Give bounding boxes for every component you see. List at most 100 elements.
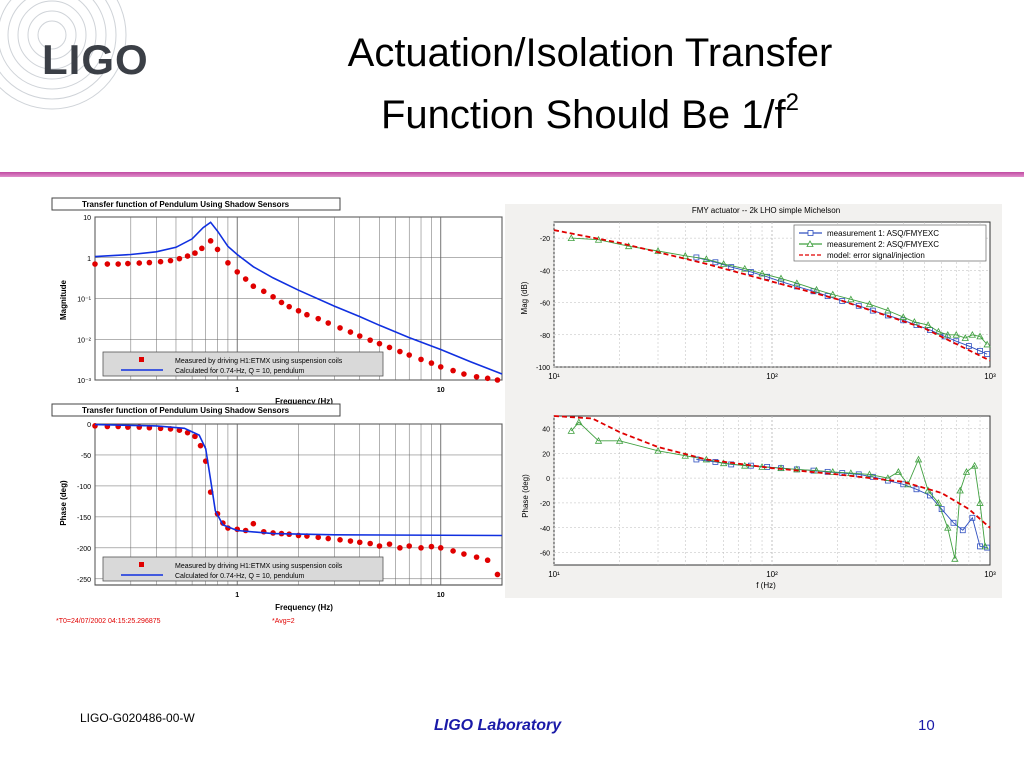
ligo-logo-rings [0,0,127,110]
data-point [167,257,174,264]
legend-label: model: error signal/injection [827,251,925,260]
data-point [693,456,700,463]
chart-left-top: Transfer function of Pendulum Using Shad… [51,197,503,406]
data-point [461,371,467,377]
y-tick-label: 0 [87,422,91,429]
data-point [977,543,983,550]
y-tick-label: -40 [540,268,550,275]
y-tick-label: -20 [540,501,550,508]
data-point [437,545,444,551]
data-point [473,373,480,380]
note-t0: *T0=24/07/2002 04:15:25.296875 [56,618,161,625]
data-point [146,259,153,266]
chart-right-top: FMY actuator -- 2k LHO simple Michelson … [520,206,996,381]
data-point [913,486,920,493]
chart-right-bottom: Phase (deg) f (Hz) 40 20 0 -20 -40 -60 10¹ 10² 1… [521,415,996,590]
y-tick-label: -150 [77,515,91,522]
data-point [899,313,907,320]
data-point [484,557,491,564]
data-point [325,320,332,326]
data-point [347,329,354,335]
data-point [758,269,766,277]
data-point [962,468,971,475]
x-tick-label: 10¹ [548,570,560,579]
data-point [406,543,413,549]
data-point [567,234,575,242]
data-point [900,481,907,488]
data-point [976,332,984,340]
data-point [367,540,373,547]
data-point [494,377,501,383]
data-point [951,554,959,562]
data-point [92,261,98,267]
y-tick-label: -100 [536,365,550,372]
data-point [812,466,821,474]
data-point [337,325,343,331]
title-superscript: 2 [785,89,800,116]
data-point [207,238,214,244]
data-point [575,418,583,426]
chart-title-box [51,403,341,417]
title-divider [0,172,1024,177]
data-point [197,442,204,449]
data-point [681,451,689,459]
data-point [594,436,603,444]
data-point [900,317,907,324]
y-tick-label: -20 [540,236,550,243]
x-tick-label: 10 [437,387,445,394]
y-tick-label: -50 [81,453,91,460]
data-point [176,255,183,262]
legend-marker [806,240,814,247]
data-point [242,276,249,282]
data-point [337,536,343,543]
data-point [428,543,435,550]
legend-label: Measured by driving H1:ETMX using suspen… [175,358,343,365]
x-tick-label: 10³ [984,372,996,381]
legend [793,224,987,262]
legend-label: Calculated for 0.74-Hz, Q = 10, pendulum [175,368,305,375]
y-axis-label: Phase (deg) [59,480,68,526]
data-point [969,514,976,521]
data-point [260,288,267,295]
data-point [793,465,801,473]
y-axis-label: Phase (deg) [521,474,530,518]
data-point [977,347,983,354]
data-point [376,340,383,347]
data-point [386,344,393,351]
y-axis-label: Mag (dB) [520,281,529,314]
series-line [553,229,991,362]
data-point [965,343,972,349]
data-point [654,247,662,254]
x-tick-label: 1 [235,387,239,394]
y-tick-label: 10 [83,215,91,222]
data-point [984,351,991,358]
chart-title-box [51,197,341,211]
data-point [184,253,191,259]
series-line [94,221,503,375]
data-point [356,333,363,339]
data-point [461,551,467,557]
data-point [894,468,903,475]
data-point [376,543,383,549]
data-point [386,541,393,547]
data-point [865,470,874,478]
y-tick-label: -80 [540,333,550,340]
data-point [406,352,413,358]
data-point [315,534,322,541]
data-point [719,260,728,267]
data-point [615,436,624,444]
data-point [484,375,491,382]
data-point [884,306,892,314]
data-point [777,464,785,472]
footer-page-number: 10 [918,717,935,734]
data-point [356,539,363,546]
data-point [944,523,952,531]
y-tick-label: -250 [77,577,91,584]
data-point [418,545,424,551]
data-point [192,433,198,440]
data-point [924,321,932,329]
x-axis-label: Frequency (Hz) [275,603,333,612]
data-point [214,246,221,253]
y-tick-label: 40 [542,426,550,433]
